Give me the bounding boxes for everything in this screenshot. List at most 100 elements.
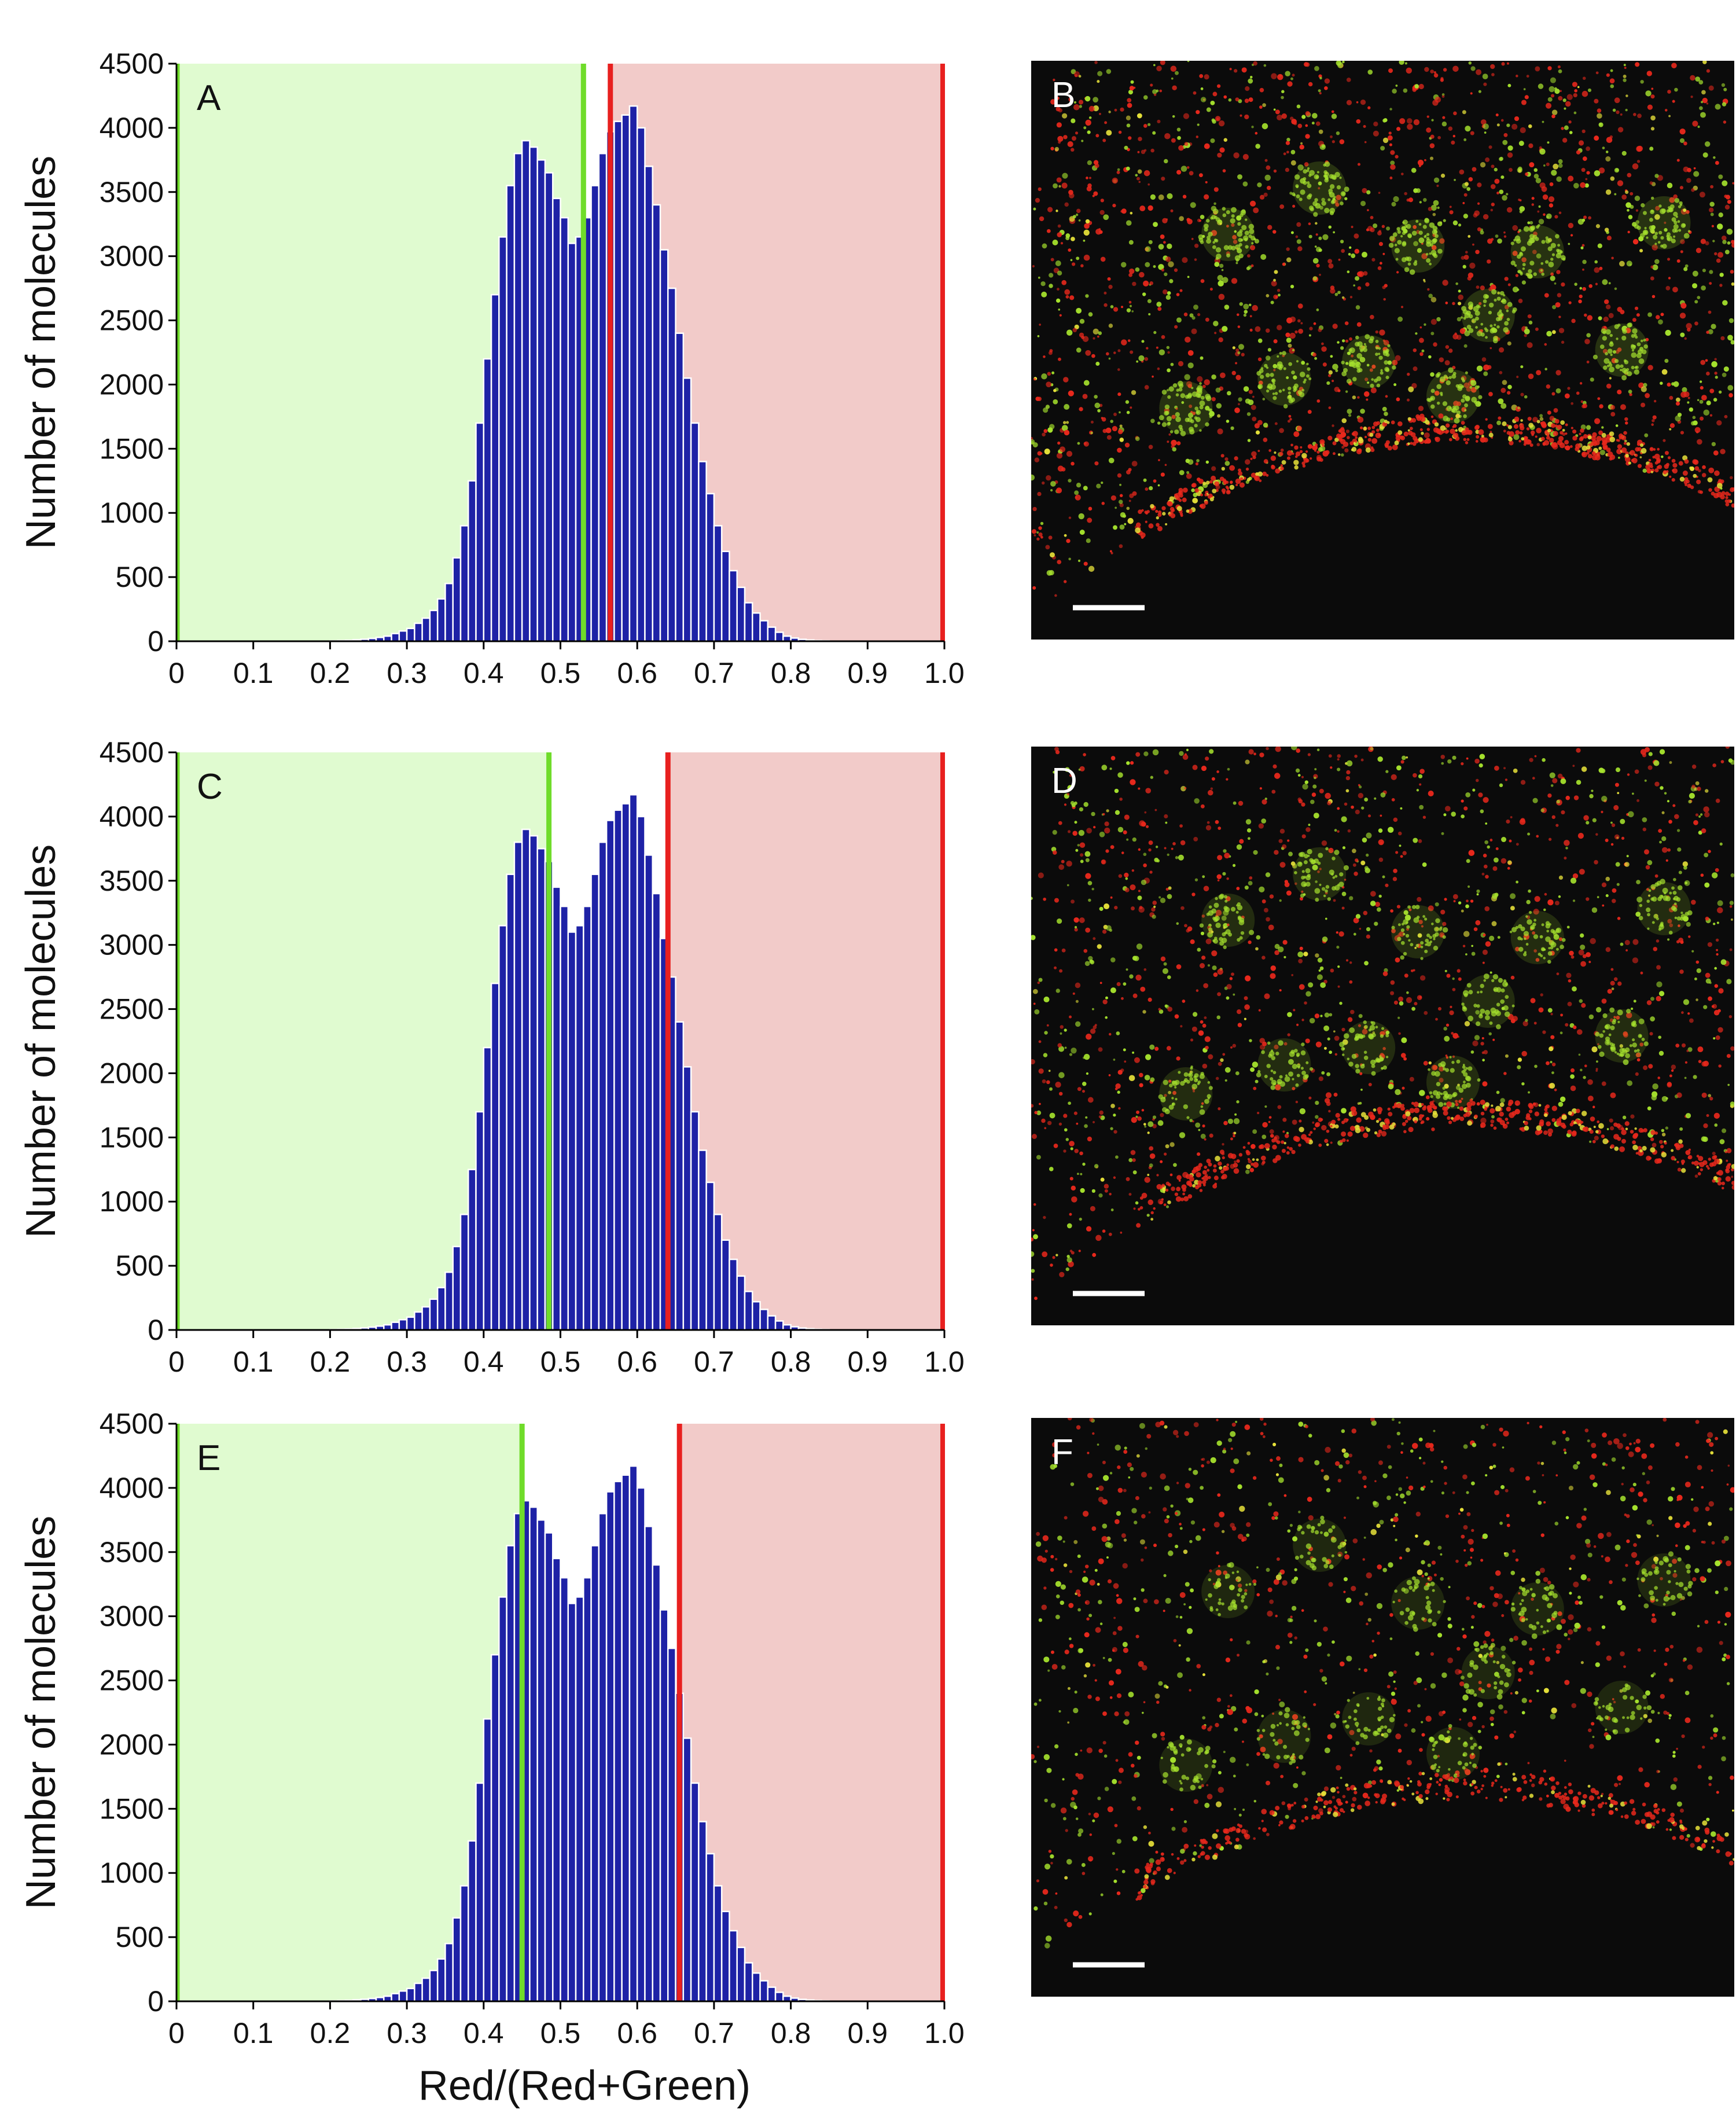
cell-dot: [1518, 229, 1522, 232]
cell-dot: [1352, 363, 1358, 368]
signal-dot: [1547, 899, 1554, 906]
signal-dot: [1353, 932, 1356, 936]
cell-dot: [1303, 181, 1307, 185]
boundary-dot: [1367, 427, 1371, 431]
cell-dot: [1400, 235, 1403, 238]
signal-dot: [1066, 793, 1070, 796]
signal-dot: [1719, 842, 1723, 846]
boundary-dot: [1725, 502, 1730, 506]
signal-dot: [1250, 264, 1254, 267]
signal-dot: [1356, 322, 1362, 327]
signal-dot: [1065, 295, 1069, 299]
boundary-dot: [1294, 465, 1299, 470]
signal-dot: [1189, 171, 1194, 176]
signal-dot: [1312, 113, 1318, 119]
signal-dot: [1507, 152, 1513, 158]
signal-dot: [1215, 1076, 1219, 1081]
signal-dot: [1388, 1083, 1394, 1090]
boundary-dot: [1560, 431, 1564, 435]
signal-dot: [1064, 534, 1067, 537]
cell-dot: [1646, 236, 1649, 239]
signal-dot: [1490, 64, 1495, 69]
signal-dot: [1574, 89, 1577, 93]
signal-dot: [1558, 875, 1564, 880]
boundary-dot: [1301, 453, 1307, 459]
signal-dot: [1297, 319, 1301, 323]
signal-dot: [1514, 116, 1520, 122]
boundary-dot: [1286, 450, 1293, 456]
signal-dot: [1612, 350, 1617, 354]
signal-dot: [1319, 966, 1324, 971]
signal-dot: [1166, 1046, 1171, 1051]
signal-dot: [1358, 1024, 1362, 1027]
signal-dot: [1430, 204, 1437, 211]
signal-dot: [1482, 1059, 1485, 1062]
signal-dot: [1362, 1028, 1368, 1035]
signal-dot: [1124, 442, 1130, 448]
signal-dot: [1318, 328, 1322, 332]
signal-dot: [1250, 245, 1256, 251]
signal-dot: [1238, 344, 1245, 350]
signal-dot: [1473, 927, 1478, 931]
signal-dot: [1550, 1013, 1553, 1016]
signal-dot: [1730, 340, 1734, 345]
signal-dot: [1534, 896, 1540, 902]
cell-dot: [1480, 332, 1485, 337]
signal-dot: [1477, 182, 1482, 188]
signal-dot: [1637, 464, 1642, 468]
signal-dot: [1691, 899, 1696, 905]
cell-dot: [1394, 244, 1397, 247]
cell-dot: [1208, 910, 1214, 916]
signal-dot: [1610, 1092, 1616, 1098]
signal-dot: [1471, 951, 1476, 956]
histogram-bar: [459, 1214, 469, 1331]
signal-dot: [1659, 749, 1665, 755]
signal-dot: [1393, 1000, 1398, 1005]
signal-dot: [1565, 1023, 1569, 1027]
signal-dot: [1551, 94, 1555, 98]
signal-dot: [1490, 284, 1496, 291]
signal-dot: [1674, 87, 1678, 92]
signal-dot: [1702, 97, 1708, 104]
signal-dot: [1271, 73, 1277, 79]
signal-dot: [1093, 97, 1099, 103]
signal-dot: [1071, 461, 1075, 466]
signal-dot: [1340, 346, 1344, 350]
signal-dot: [1071, 1196, 1077, 1203]
cell-dot: [1461, 385, 1465, 388]
signal-dot: [1458, 901, 1462, 905]
cell-dot: [1235, 258, 1240, 262]
signal-dot: [1617, 981, 1622, 986]
signal-dot: [1318, 447, 1323, 452]
cell-dot: [1176, 388, 1179, 392]
signal-dot: [1624, 862, 1630, 867]
cell-dot: [1550, 242, 1556, 248]
signal-dot: [1561, 810, 1565, 815]
signal-dot: [1714, 967, 1717, 970]
signal-dot: [1690, 75, 1695, 81]
signal-dot: [1377, 756, 1383, 762]
signal-dot: [1645, 337, 1649, 341]
signal-dot: [1363, 1050, 1367, 1054]
signal-dot: [1083, 949, 1088, 953]
signal-dot: [1572, 986, 1577, 992]
signal-dot: [1286, 890, 1292, 896]
cell-dot: [1440, 394, 1443, 396]
cell-dot: [1541, 240, 1546, 244]
signal-dot: [1086, 1226, 1092, 1232]
signal-dot: [1292, 1119, 1297, 1125]
signal-dot: [1576, 1029, 1583, 1035]
signal-dot: [1272, 230, 1277, 234]
cell-dot: [1528, 237, 1535, 244]
signal-dot: [1197, 1152, 1201, 1156]
signal-dot: [1194, 258, 1197, 261]
signal-dot: [1395, 155, 1399, 159]
signal-dot: [1054, 966, 1057, 969]
signal-dot: [1082, 394, 1088, 399]
signal-dot: [1094, 395, 1098, 399]
signal-dot: [1727, 335, 1733, 341]
signal-dot: [1216, 874, 1222, 880]
signal-dot: [1625, 108, 1628, 112]
signal-dot: [1352, 863, 1356, 867]
signal-dot: [1138, 181, 1141, 183]
